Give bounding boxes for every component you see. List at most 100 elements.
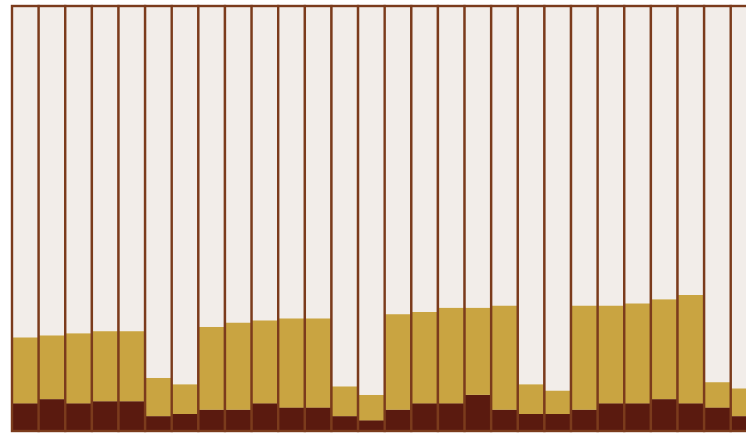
bar-segment-3 xyxy=(517,6,545,385)
bar-segment-2 xyxy=(517,384,545,414)
bar-outline xyxy=(729,4,746,433)
bar-segment-1 xyxy=(358,420,385,432)
bar-stack xyxy=(436,4,466,433)
bar-segment-2 xyxy=(491,305,518,410)
bar-stack xyxy=(64,4,94,433)
bar-segment-1 xyxy=(517,414,545,431)
bar-segment-3 xyxy=(224,6,252,323)
bar-segment-2 xyxy=(384,314,412,410)
bar-segment-1 xyxy=(118,401,146,431)
bar-segment-2 xyxy=(12,337,39,404)
bar-segment-3 xyxy=(704,6,731,383)
bar-stack xyxy=(277,4,307,433)
bar-segment-2 xyxy=(464,307,492,395)
bar-segment-3 xyxy=(12,6,39,338)
bar-segment-2 xyxy=(118,331,146,402)
bar-segment-3 xyxy=(384,6,412,315)
bar-segment-2 xyxy=(358,394,385,421)
bar-stack xyxy=(676,4,706,433)
bar-segment-1 xyxy=(491,409,518,431)
bar-stack xyxy=(569,4,599,433)
bar-segment-1 xyxy=(331,416,359,432)
bar-stack xyxy=(117,4,147,433)
bar-segment-1 xyxy=(91,401,119,431)
bar-segment-1 xyxy=(224,409,252,431)
bar-segment-2 xyxy=(198,326,225,410)
bar-segment-2 xyxy=(304,318,332,408)
bar-stack xyxy=(543,4,573,433)
bar-stack xyxy=(223,4,253,433)
bar-segment-2 xyxy=(704,382,731,408)
bar-segment-2 xyxy=(437,307,465,404)
bar-segment-1 xyxy=(251,403,279,432)
bar-stack xyxy=(489,4,519,433)
bar-segment-2 xyxy=(224,322,252,410)
bar-segment-1 xyxy=(571,409,598,431)
bar-stack xyxy=(516,4,546,433)
bar-segment-1 xyxy=(650,399,678,432)
bar-segment-3 xyxy=(650,6,678,300)
bar-stack xyxy=(143,4,173,433)
bar-segment-2 xyxy=(677,295,705,404)
bar-stack xyxy=(702,4,732,433)
bar-segment-1 xyxy=(198,409,225,431)
bar-stack xyxy=(197,4,227,433)
bar-segment-1 xyxy=(145,416,172,432)
bar-segment-3 xyxy=(198,6,225,327)
bar-stack xyxy=(250,4,280,433)
bar-segment-1 xyxy=(437,403,465,432)
bar-stack xyxy=(596,4,626,433)
bar-segment-2 xyxy=(331,386,359,417)
bar-segment-3 xyxy=(38,6,66,336)
bar-stack xyxy=(623,4,653,433)
bar-stack xyxy=(303,4,333,433)
bar-segment-3 xyxy=(358,6,385,395)
bar-segment-1 xyxy=(544,414,572,431)
bar-stack xyxy=(90,4,120,433)
bar-segment-3 xyxy=(437,6,465,308)
bar-segment-3 xyxy=(304,6,332,319)
bar-segment-3 xyxy=(464,6,492,308)
bar-stack xyxy=(10,4,40,433)
bar-segment-3 xyxy=(91,6,119,332)
bar-segment-3 xyxy=(65,6,92,334)
bar-segment-1 xyxy=(677,403,705,432)
bar-segment-2 xyxy=(624,303,651,404)
bar-segment-3 xyxy=(118,6,146,332)
bar-segment-2 xyxy=(278,318,305,408)
bar-segment-2 xyxy=(38,335,66,400)
bar-segment-2 xyxy=(650,299,678,400)
bar-segment-2 xyxy=(411,312,438,404)
bar-segment-2 xyxy=(730,388,746,417)
bar-segment-3 xyxy=(278,6,305,319)
bar-segment-1 xyxy=(12,403,39,432)
bar-segment-2 xyxy=(544,390,572,415)
bar-segment-3 xyxy=(677,6,705,295)
bar-segment-1 xyxy=(38,399,66,432)
bar-segment-1 xyxy=(730,416,746,432)
bar-segment-1 xyxy=(464,394,492,432)
bar-segment-3 xyxy=(171,6,199,385)
bar-stack xyxy=(330,4,360,433)
bar-segment-1 xyxy=(624,403,651,432)
bar-segment-3 xyxy=(597,6,625,306)
bar-stack xyxy=(170,4,200,433)
bar-segment-3 xyxy=(571,6,598,306)
bar-segment-1 xyxy=(411,403,438,432)
bar-segment-1 xyxy=(704,407,731,432)
bar-stack xyxy=(410,4,440,433)
bar-segment-3 xyxy=(331,6,359,387)
bar-segment-3 xyxy=(730,6,746,389)
bar-segment-3 xyxy=(491,6,518,306)
bar-segment-2 xyxy=(171,384,199,414)
bar-stack xyxy=(649,4,679,433)
bar-segment-3 xyxy=(411,6,438,312)
bar-segment-3 xyxy=(624,6,651,304)
bar-stack xyxy=(37,4,67,433)
bar-segment-2 xyxy=(145,377,172,417)
bar-segment-2 xyxy=(251,320,279,404)
bar-segment-3 xyxy=(251,6,279,321)
bar-stack xyxy=(463,4,493,433)
